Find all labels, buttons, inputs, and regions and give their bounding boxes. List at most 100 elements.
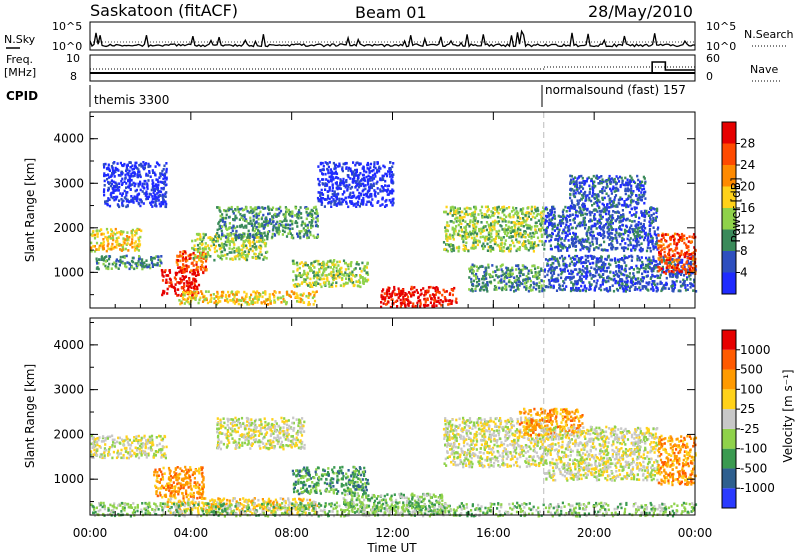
power-pixel	[346, 281, 349, 285]
power-pixel	[524, 247, 527, 250]
power-pixel	[600, 217, 603, 220]
power-pixel	[653, 280, 656, 283]
power-pixel	[460, 234, 463, 238]
power-pixel	[630, 201, 633, 204]
power-pixel	[505, 247, 508, 250]
power-pixel	[484, 225, 487, 228]
power-pixel	[313, 266, 316, 269]
power-pixel	[509, 229, 512, 233]
power-pixel	[614, 261, 617, 264]
power-pixel	[623, 201, 626, 205]
power-pixel	[590, 227, 593, 231]
power-pixel	[585, 179, 588, 183]
power-pixel	[569, 257, 572, 260]
power-pixel	[612, 185, 615, 189]
power-pixel	[476, 232, 479, 236]
power-pixel	[630, 259, 633, 262]
power-pixel	[632, 268, 635, 271]
power-pixel	[177, 281, 180, 284]
power-pixel	[493, 206, 496, 210]
power-pixel	[624, 183, 627, 187]
power-pixel	[252, 219, 255, 222]
power-pixel	[505, 215, 508, 219]
power-pixel	[635, 230, 638, 234]
power-pixel	[264, 234, 267, 237]
power-pixel	[496, 244, 499, 247]
power-pixel	[561, 231, 564, 235]
power-pixel	[180, 280, 183, 283]
power-pixel	[637, 235, 640, 238]
power-pixel	[268, 293, 271, 296]
nsky-strip-frame	[89, 21, 696, 51]
power-pixel	[445, 205, 448, 209]
power-pixel	[593, 202, 596, 205]
power-pixel	[156, 262, 159, 265]
power-pixel	[552, 205, 555, 209]
power-pixel	[569, 289, 573, 293]
power-pixel	[648, 220, 651, 224]
power-pixel	[437, 300, 440, 303]
power-pixel	[516, 219, 519, 223]
power-pixel	[564, 262, 567, 266]
power-pixel	[438, 302, 441, 305]
power-pixel	[576, 279, 579, 283]
power-pixel	[532, 235, 536, 238]
power-pixel	[335, 281, 338, 284]
power-pixel	[296, 294, 299, 297]
power-pixel	[153, 257, 156, 260]
power-pixel	[267, 212, 270, 216]
power-pixel	[307, 301, 310, 304]
power-pixel	[478, 227, 481, 231]
power-pixel	[654, 243, 657, 246]
power-pixel	[540, 217, 543, 220]
power-pixel	[582, 245, 585, 248]
power-pixel	[424, 290, 427, 293]
power-pixel	[501, 288, 504, 292]
power-pixel	[196, 273, 199, 277]
power-pixel	[457, 249, 460, 253]
power-pixel	[525, 275, 528, 278]
power-pixel	[625, 280, 628, 284]
power-pixel	[255, 225, 258, 229]
power-pixel	[589, 187, 592, 191]
power-pixel	[574, 191, 577, 195]
power-pixel	[661, 269, 664, 273]
power-pixel	[263, 238, 266, 242]
power-pixel	[194, 287, 197, 290]
power-pixel	[178, 255, 181, 258]
power-pixel	[128, 263, 131, 266]
power-pixel	[256, 236, 259, 239]
power-pixel	[124, 247, 127, 251]
power-pixel	[107, 247, 110, 251]
power-pixel	[574, 280, 577, 283]
power-pixel	[141, 267, 144, 271]
power-pixel	[667, 251, 671, 255]
power-pixel	[663, 246, 666, 250]
power-pixel	[319, 276, 322, 280]
power-pixel	[204, 245, 207, 249]
power-pixel	[640, 225, 643, 229]
power-pixel	[524, 235, 527, 239]
power-pixel	[227, 240, 230, 244]
power-pixel	[311, 285, 314, 288]
power-pixel	[644, 285, 647, 289]
power-pixel	[573, 282, 576, 286]
power-pixel	[617, 177, 620, 180]
power-pixel	[271, 215, 274, 218]
power-pixel	[290, 290, 293, 293]
power-pixel	[258, 293, 262, 297]
power-pixel	[595, 282, 598, 285]
power-pixel	[565, 285, 568, 288]
power-pixel	[615, 189, 618, 193]
power-pixel	[477, 213, 480, 216]
power-pixel	[306, 236, 309, 240]
power-pixel	[302, 264, 305, 268]
power-pixel	[382, 302, 385, 305]
power-pixel	[639, 198, 642, 201]
power-pixel	[585, 213, 589, 216]
power-pixel	[249, 206, 252, 209]
power-pixel	[514, 226, 517, 229]
power-pixel	[456, 246, 459, 249]
power-pixel	[535, 275, 538, 279]
power-pixel	[455, 220, 458, 223]
